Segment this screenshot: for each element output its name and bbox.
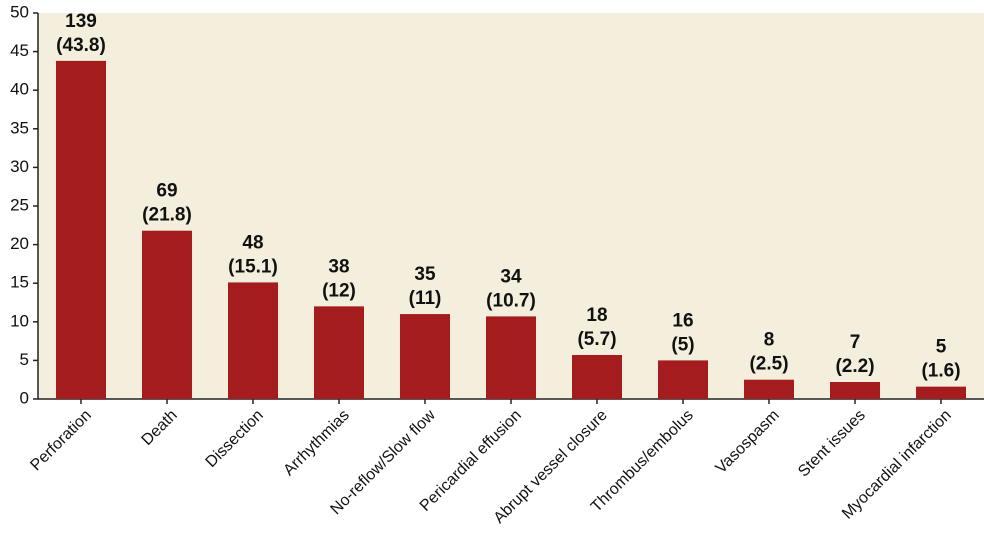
y-tick-label: 20 [10, 234, 29, 253]
y-tick-label: 45 [10, 41, 29, 60]
value-label: (21.8) [142, 205, 192, 226]
x-tick-label: Death [139, 407, 181, 449]
x-tick-label: Dissection [203, 407, 267, 471]
bar [400, 314, 450, 399]
count-label: 7 [850, 332, 861, 353]
y-tick-label: 0 [20, 388, 29, 407]
value-label: (11) [409, 288, 442, 309]
x-tick-label: Vasospasm [713, 407, 783, 477]
y-tick-label: 30 [10, 157, 29, 176]
bar [830, 382, 880, 399]
count-label: 69 [156, 181, 177, 202]
count-label: 48 [242, 232, 263, 253]
value-label: (43.8) [56, 35, 106, 56]
y-tick-label: 35 [10, 118, 29, 137]
value-label: (2.2) [835, 356, 874, 377]
bar [744, 379, 794, 399]
y-tick-label: 40 [10, 80, 29, 99]
bar [142, 230, 192, 399]
value-label: (15.1) [228, 256, 278, 277]
count-label: 34 [500, 266, 522, 287]
bar [314, 306, 364, 399]
value-label: (10.7) [486, 290, 536, 311]
value-label: (1.6) [921, 361, 960, 382]
count-label: 8 [764, 330, 775, 351]
y-tick-label: 5 [20, 350, 29, 369]
x-tick-label: Stent issues [795, 407, 869, 481]
count-label: 139 [65, 11, 97, 32]
count-label: 18 [586, 305, 607, 326]
bar [228, 282, 278, 399]
count-label: 35 [414, 264, 436, 285]
y-tick-label: 50 [10, 2, 29, 21]
y-tick-label: 25 [10, 195, 29, 214]
value-label: (12) [322, 280, 356, 301]
bar [916, 386, 966, 399]
count-label: 16 [672, 310, 693, 331]
count-label: 5 [936, 337, 947, 358]
value-label: (5) [671, 334, 694, 355]
value-label: (2.5) [749, 354, 788, 375]
bar [572, 354, 622, 399]
x-tick-label: Perforation [27, 407, 94, 474]
bar [658, 360, 708, 399]
y-tick-label: 10 [10, 311, 29, 330]
value-label: (5.7) [577, 329, 616, 350]
bar [56, 60, 106, 399]
count-label: 38 [328, 256, 349, 277]
x-tick-label: Arrhythmias [280, 407, 352, 479]
y-tick-label: 15 [10, 273, 29, 292]
bar [486, 316, 536, 399]
